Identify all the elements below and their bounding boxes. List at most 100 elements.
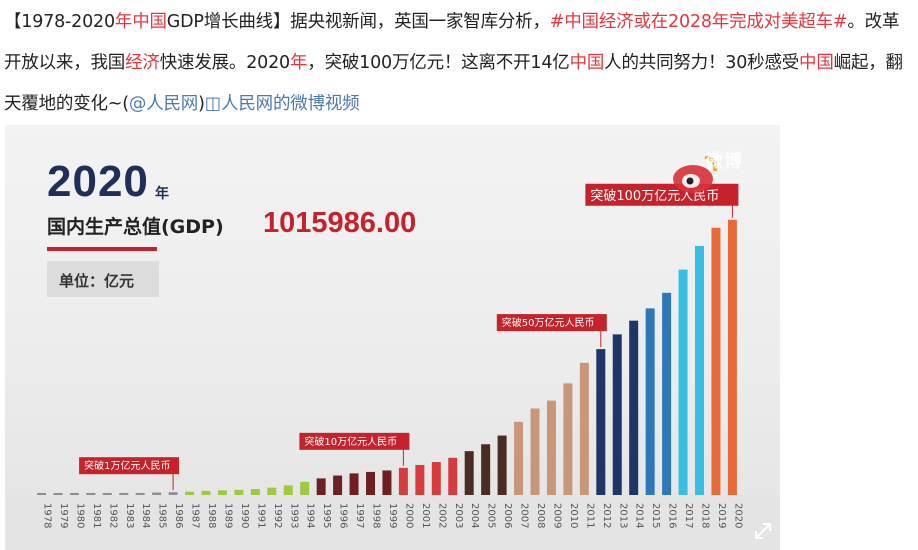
post-text-segment: 快速发展。2020 <box>159 53 290 73</box>
annotation-text: 突破50万亿元人民币 <box>502 316 595 329</box>
chart-floor <box>5 495 780 550</box>
unit-label: 单位：亿元 <box>59 272 135 290</box>
fullscreen-icon[interactable] <box>753 521 773 541</box>
bar-1995 <box>316 478 326 495</box>
bar-1985 <box>152 492 162 495</box>
post-text-segment: 年中国 <box>114 12 167 32</box>
bar-2006 <box>497 435 507 495</box>
x-tick-label: 2004 <box>469 503 480 528</box>
post-text: 【1978-2020年中国GDP增长曲线】据央视新闻，英国一家智库分析，#中国经… <box>4 2 916 125</box>
annotation-box <box>496 314 607 332</box>
post-text-segment: ) <box>198 94 205 114</box>
divider <box>47 247 157 251</box>
annotation-1986: 突破1万亿元人民币 <box>79 457 180 491</box>
x-tick-label: 1987 <box>190 503 201 528</box>
x-tick-label: 2001 <box>420 503 431 528</box>
bar-2003 <box>448 457 458 495</box>
x-tick-label: 2018 <box>700 503 711 528</box>
x-tick-label: 2008 <box>535 503 546 528</box>
bar-1980 <box>69 493 79 495</box>
bar-2002 <box>431 462 441 495</box>
x-tick-label: 1988 <box>206 503 217 528</box>
bar-2012 <box>596 349 606 495</box>
x-tick-label: 2017 <box>683 503 694 528</box>
x-tick-label: 2007 <box>519 503 530 528</box>
x-tick-label: 2002 <box>436 503 447 528</box>
x-tick-label: 2000 <box>403 503 414 528</box>
year-unit: 年 <box>155 186 169 202</box>
bar-2005 <box>481 444 491 495</box>
annotation-text: 突破1万亿元人民币 <box>84 459 170 472</box>
bar-2009 <box>546 400 556 495</box>
x-tick-label: 1989 <box>222 503 233 528</box>
post-text-segment: 人的共同努力！30秒感受 <box>604 53 800 73</box>
bar-2014 <box>629 320 639 495</box>
x-tick-label: 2015 <box>650 503 661 528</box>
gdp-value: 1015986.00 <box>263 207 417 239</box>
x-tick-label: 1990 <box>239 503 250 528</box>
post-text-segment: 年 <box>289 53 308 73</box>
bar-1984 <box>135 493 145 495</box>
x-tick-label: 2019 <box>716 503 727 528</box>
bar-2020 <box>727 219 737 495</box>
x-tick-label: 1991 <box>255 503 266 528</box>
bar-2018 <box>695 245 704 495</box>
x-tick-label: 1980 <box>74 503 85 528</box>
bar-1998 <box>366 471 375 495</box>
x-tick-label: 2020 <box>732 503 743 528</box>
bar-2010 <box>563 383 573 495</box>
bar-2001 <box>415 464 425 495</box>
bar-2015 <box>645 308 655 495</box>
gdp-bar-chart: 1978 1979 1980 1981 1982 1983 1984 1985 1986 1987… <box>5 183 780 550</box>
x-tick-label: 1981 <box>91 503 102 528</box>
post-text-segment: 中国 <box>569 53 605 73</box>
bar-1996 <box>333 475 343 495</box>
hashtag-link[interactable]: #中国经济或在2028年完成对美超车# <box>549 12 848 32</box>
bar-1993 <box>283 485 293 495</box>
x-tick-label: 1986 <box>173 503 184 528</box>
mention-link[interactable]: @人民网 <box>128 94 199 114</box>
bar-1997 <box>349 473 359 495</box>
x-tick-label: 1983 <box>124 503 135 528</box>
bar-1987 <box>185 491 195 495</box>
bar-2019 <box>711 227 721 495</box>
mention-link[interactable]: ◫人民网的微博视频 <box>204 94 360 114</box>
bar-2007 <box>514 421 524 495</box>
bar-2000 <box>398 467 408 495</box>
annotation-2012: 突破50万亿元人民币 <box>496 314 607 348</box>
year-title: 2020 <box>47 157 149 206</box>
post-text-segment: 。改革开放以来，我国 <box>4 12 900 73</box>
x-tick-label: 1999 <box>387 503 398 528</box>
annotation-box <box>79 457 180 475</box>
x-tick-label: 2011 <box>584 503 595 528</box>
x-tick-label: 2003 <box>453 503 464 528</box>
post-text-segment: ，突破100万亿元！这离不开14亿 <box>307 53 570 73</box>
x-tick-label: 1997 <box>354 503 365 528</box>
x-tick-label: 1993 <box>288 503 299 528</box>
weibo-logo-icon <box>673 155 718 193</box>
bar-2011 <box>579 362 589 495</box>
weibo-watermark: 微博 <box>705 151 743 172</box>
bar-1983 <box>119 493 129 495</box>
x-tick-label: 1992 <box>272 503 283 528</box>
x-tick-label: 1998 <box>371 503 382 528</box>
bar-1978 <box>37 493 46 495</box>
bar-1981 <box>86 493 96 495</box>
x-tick-label: 1979 <box>58 503 69 528</box>
bar-1989 <box>217 490 227 495</box>
annotation-text: 突破10万亿元人民币 <box>304 435 397 448</box>
x-tick-label: 1978 <box>42 503 53 528</box>
bar-1986 <box>168 492 178 495</box>
bar-2004 <box>464 451 474 495</box>
bar-1979 <box>53 493 63 495</box>
x-tick-label: 1995 <box>321 503 332 528</box>
x-tick-label: 2005 <box>486 503 497 528</box>
bar-1982 <box>102 493 112 495</box>
x-tick-label: 1994 <box>305 503 316 528</box>
post-text-segment: 崛起，翻天覆地的变化~( <box>4 53 903 114</box>
video-player[interactable]: 1978 1979 1980 1981 1982 1983 1984 1985 1986 1987… <box>5 125 780 550</box>
x-tick-label: 2014 <box>634 503 645 528</box>
x-tick-label: 2013 <box>617 503 628 528</box>
bar-1988 <box>201 490 211 495</box>
bar-2016 <box>662 292 672 495</box>
